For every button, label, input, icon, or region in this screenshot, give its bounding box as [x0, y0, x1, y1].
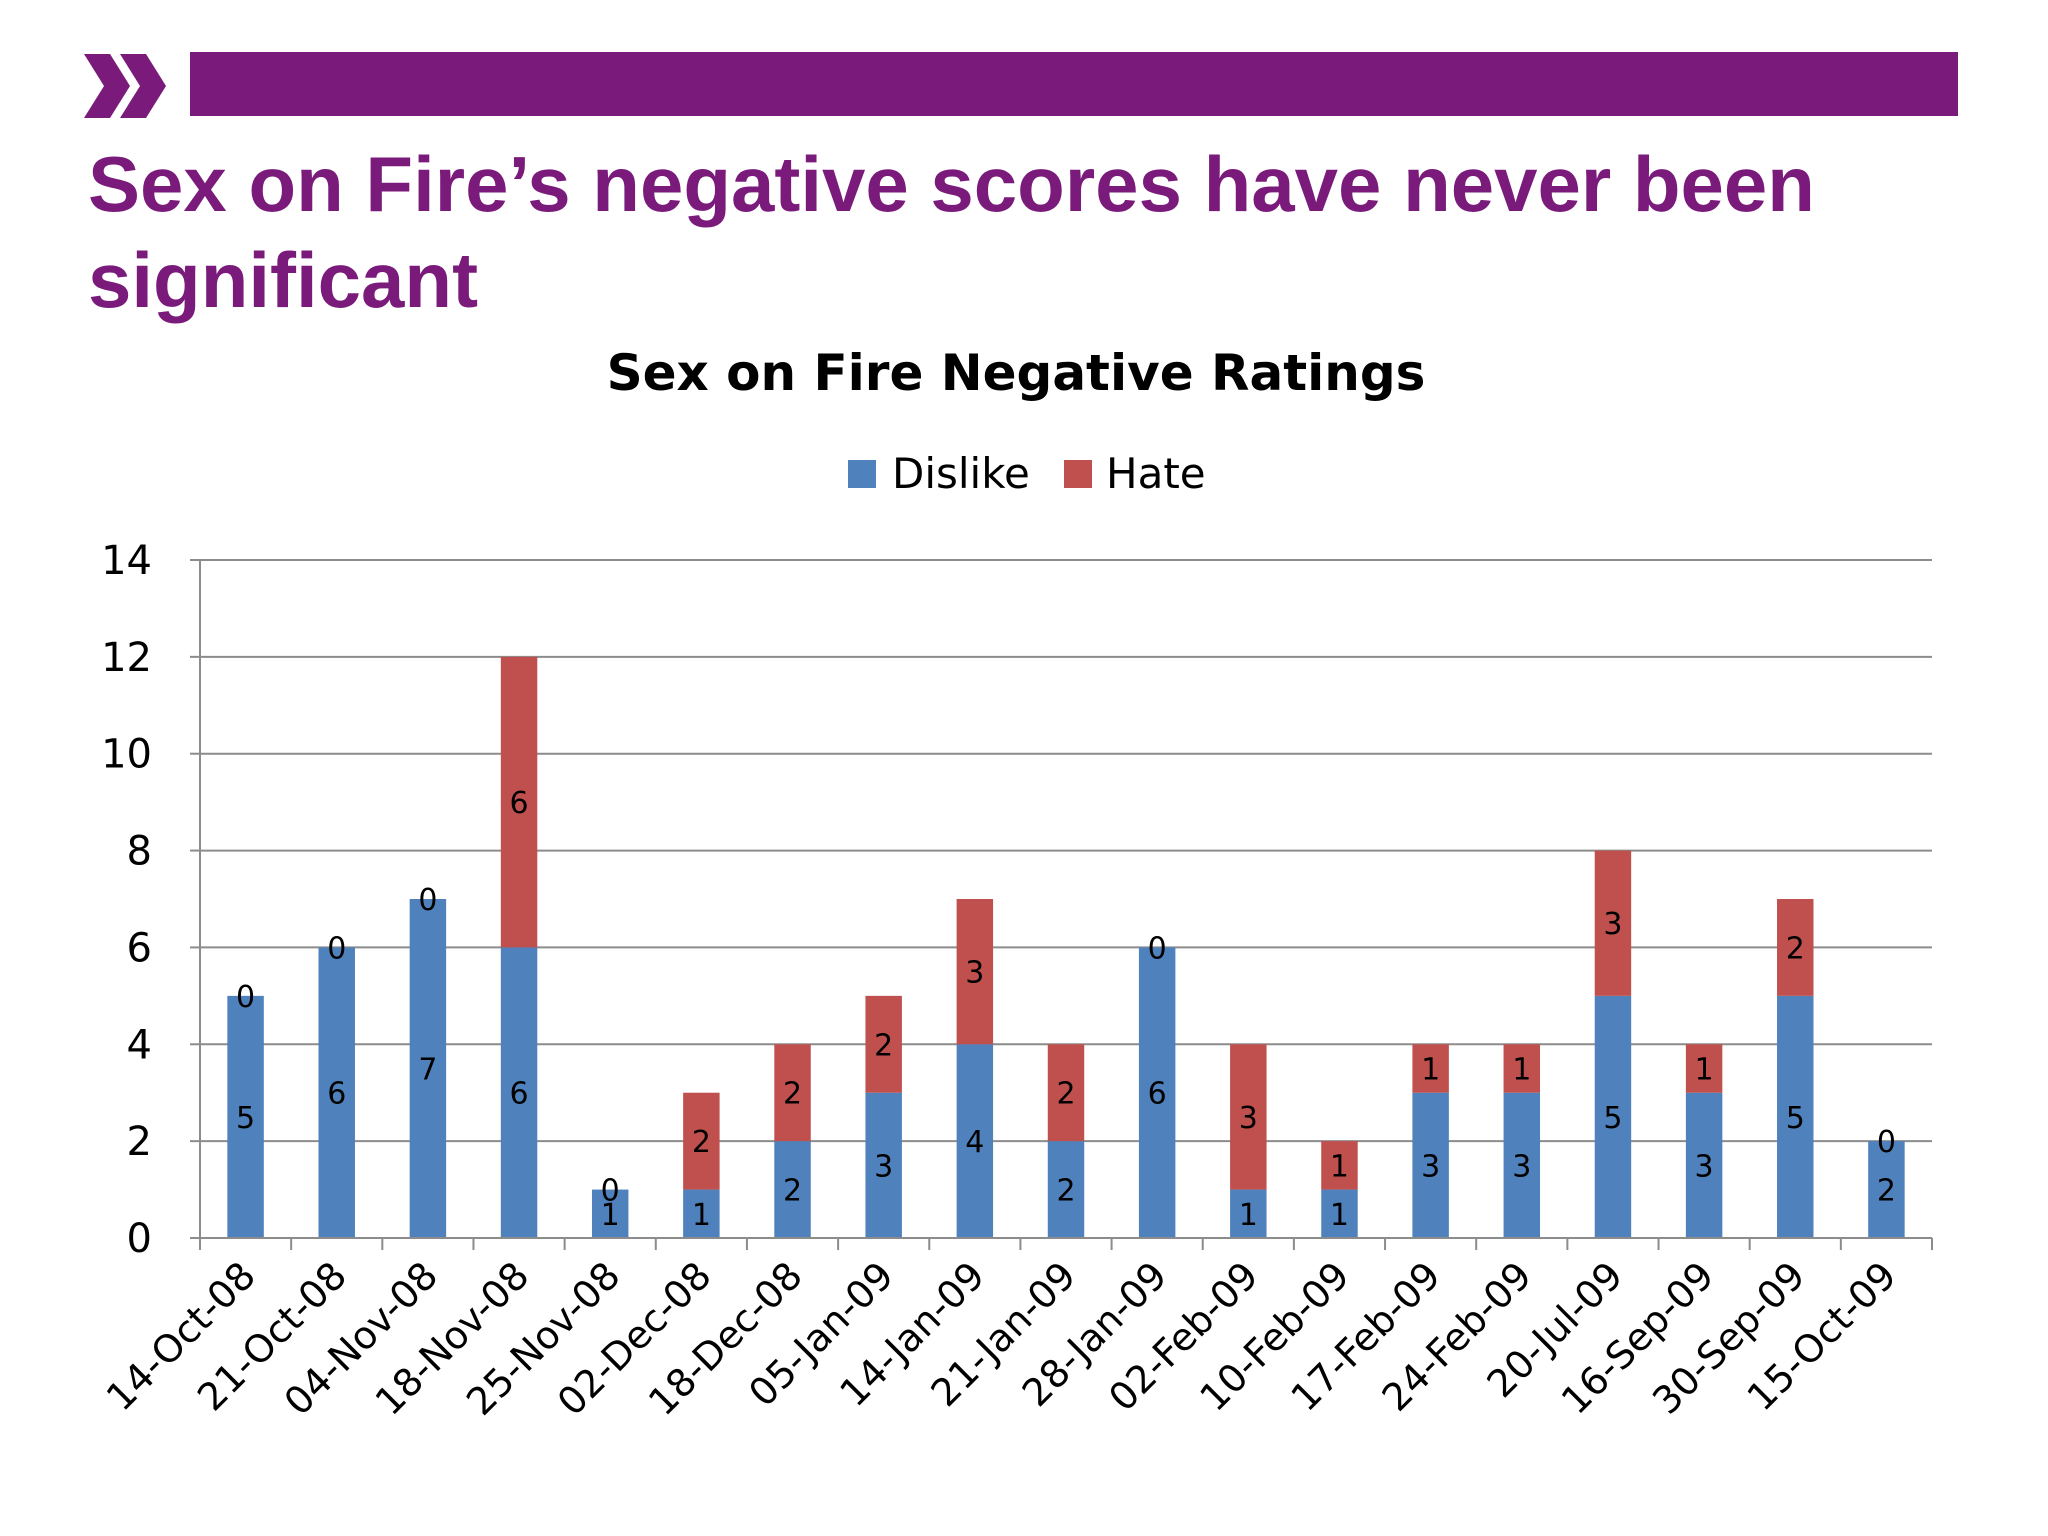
chevron-arrows-icon — [84, 54, 166, 118]
bar-dislike — [774, 1141, 811, 1238]
data-label-dislike: 4 — [965, 1125, 984, 1160]
y-tick-label: 14 — [101, 538, 152, 584]
y-tick-label: 2 — [127, 1119, 152, 1165]
bar-dislike — [1685, 1092, 1723, 1238]
data-label-hate: 1 — [1330, 1149, 1349, 1184]
chart-bars — [227, 656, 1905, 1238]
y-tick-label: 0 — [127, 1216, 152, 1262]
legend-swatch-dislike — [848, 460, 876, 488]
data-label-hate: 3 — [1239, 1101, 1258, 1136]
bar-dislike — [1138, 947, 1176, 1238]
data-label-dislike: 2 — [1056, 1174, 1075, 1209]
data-label-dislike: 7 — [418, 1053, 437, 1088]
y-tick-label: 12 — [101, 635, 152, 681]
data-label-hate: 0 — [601, 1174, 620, 1209]
bar-dislike — [1503, 1092, 1541, 1238]
slide-title: Sex on Fire’s negative scores have never… — [88, 140, 1815, 324]
bar-hate — [1047, 1044, 1085, 1142]
data-label-dislike: 6 — [1148, 1077, 1167, 1112]
bar-hate — [1777, 899, 1814, 996]
bar-dislike — [1868, 1141, 1905, 1238]
chart-legend: Dislike Hate — [848, 449, 1206, 498]
data-label-hate: 1 — [1421, 1053, 1440, 1088]
data-label-dislike: 3 — [1421, 1149, 1440, 1184]
data-label-hate: 2 — [1056, 1077, 1075, 1112]
data-label-dislike: 5 — [1603, 1101, 1622, 1136]
y-tick-label: 4 — [127, 1022, 152, 1068]
data-label-hate: 2 — [692, 1125, 711, 1160]
data-label-hate: 2 — [783, 1077, 802, 1112]
bar-hate — [500, 656, 538, 948]
x-axis: 14-Oct-0821-Oct-0804-Nov-0818-Nov-0825-N… — [98, 1237, 1933, 1424]
bar-hate — [1685, 1044, 1723, 1093]
bar-dislike — [1412, 1092, 1449, 1238]
bar-dislike — [500, 947, 538, 1238]
y-tick-label: 8 — [127, 829, 152, 875]
bar-dislike — [1321, 1189, 1358, 1238]
bar-dislike — [227, 995, 264, 1238]
data-label-dislike: 2 — [1877, 1174, 1896, 1209]
data-label-hate: 1 — [1512, 1053, 1531, 1088]
data-label-dislike: 6 — [510, 1077, 529, 1112]
bar-hate — [1321, 1141, 1358, 1190]
bar-dislike — [865, 1092, 902, 1238]
legend-label-dislike: Dislike — [892, 449, 1030, 498]
bar-dislike — [956, 1044, 994, 1238]
bar-hate — [774, 1044, 811, 1142]
data-label-hate: 0 — [1877, 1125, 1896, 1160]
data-label-dislike: 3 — [874, 1149, 893, 1184]
header-bar — [190, 52, 1958, 116]
bar-dislike — [1230, 1189, 1267, 1238]
y-tick-label: 6 — [127, 925, 152, 971]
y-axis: 0 2 4 6 8 10 12 14 — [101, 538, 201, 1262]
bar-hate — [865, 995, 902, 1093]
bar-dislike — [591, 1189, 629, 1238]
data-label-dislike: 1 — [692, 1198, 711, 1233]
bar-hate — [956, 899, 994, 1045]
data-label-dislike: 5 — [1786, 1101, 1805, 1136]
bar-dislike — [409, 899, 447, 1238]
bar-dislike — [683, 1189, 720, 1238]
bar-hate — [683, 1092, 720, 1190]
data-label-hate: 2 — [1786, 931, 1805, 966]
data-label-hate: 3 — [1603, 907, 1622, 942]
data-label-hate: 6 — [510, 786, 529, 821]
legend-label-hate: Hate — [1106, 449, 1206, 498]
data-label-hate: 0 — [236, 980, 255, 1015]
data-label-dislike: 1 — [1239, 1198, 1258, 1233]
data-label-dislike: 2 — [783, 1174, 802, 1209]
bar-hate — [1412, 1044, 1449, 1093]
data-label-dislike: 3 — [1695, 1149, 1714, 1184]
data-label-dislike: 6 — [327, 1077, 346, 1112]
bar-hate — [1230, 1044, 1267, 1190]
chart-title: Sex on Fire Negative Ratings — [607, 344, 1426, 402]
y-tick-label: 10 — [101, 732, 152, 778]
data-label-hate: 2 — [874, 1028, 893, 1063]
bar-dislike — [1594, 995, 1632, 1238]
data-label-dislike: 3 — [1512, 1149, 1531, 1184]
data-label-hate: 0 — [327, 931, 346, 966]
legend-swatch-hate — [1064, 460, 1092, 488]
data-label-hate: 1 — [1695, 1053, 1714, 1088]
data-label-hate: 0 — [1148, 931, 1167, 966]
data-label-dislike: 1 — [1330, 1198, 1349, 1233]
data-label-hate: 0 — [418, 883, 437, 918]
data-label-hate: 3 — [965, 956, 984, 991]
bar-dislike — [318, 947, 355, 1238]
bar-hate — [1503, 1044, 1541, 1093]
bar-dislike — [1047, 1141, 1085, 1238]
data-label-dislike: 1 — [601, 1198, 620, 1233]
header-band — [0, 0, 2048, 140]
bar-hate — [1594, 850, 1632, 996]
data-label-dislike: 5 — [236, 1101, 255, 1136]
bar-dislike — [1777, 995, 1814, 1238]
